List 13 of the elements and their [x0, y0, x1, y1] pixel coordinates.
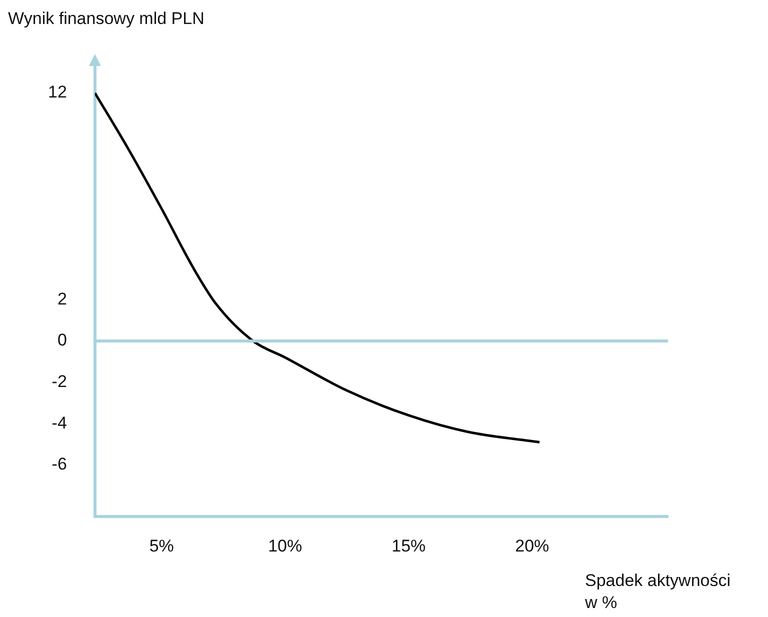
x-tick-label: 15% — [392, 536, 426, 556]
y-tick-label: -6 — [52, 454, 67, 474]
y-tick-label: 12 — [48, 82, 67, 102]
y-tick-label: 0 — [57, 330, 67, 350]
y-axis-title: Wynik finansowy mld PLN — [8, 8, 204, 30]
x-tick-label: 20% — [515, 536, 550, 556]
y-tick-label: 2 — [57, 289, 67, 308]
y-tick-label: -2 — [52, 372, 67, 391]
x-tick-label: 5% — [149, 536, 174, 556]
x-tick-label: 10% — [268, 536, 302, 556]
line-series — [94, 92, 541, 444]
y-tick-label: -4 — [52, 413, 67, 432]
x-axis-title: Spadek aktywności w % — [585, 570, 732, 614]
